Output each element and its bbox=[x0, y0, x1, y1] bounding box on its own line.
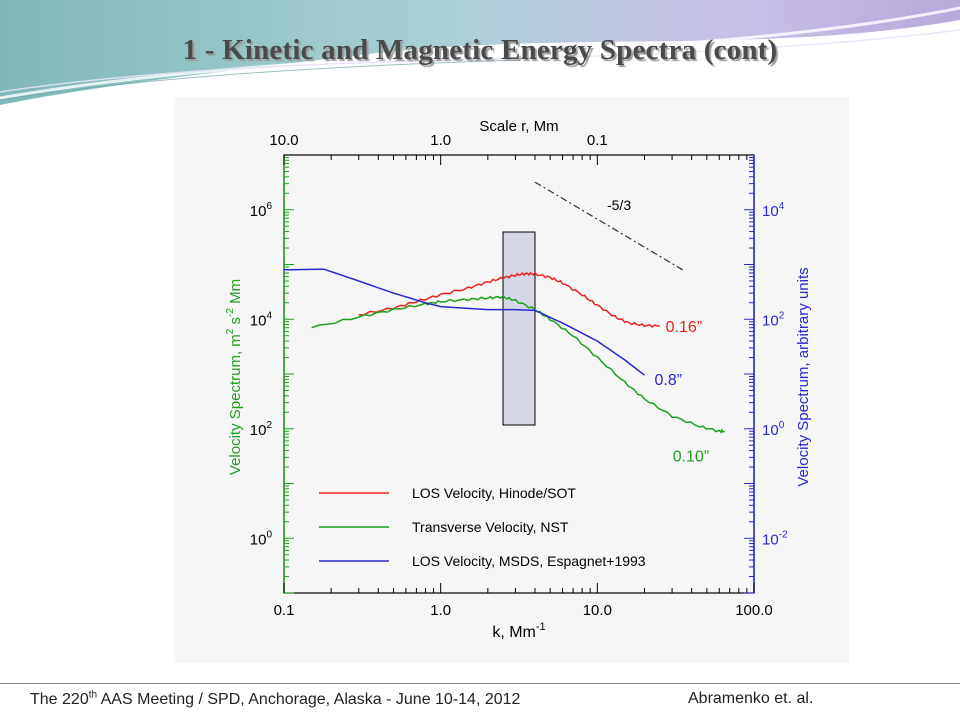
y-right-tick-label: 102 bbox=[762, 310, 785, 329]
footer-meeting-sup: th bbox=[88, 690, 98, 701]
end-label-hinode: 0.16” bbox=[666, 319, 702, 336]
y-left-title-part-2: s bbox=[227, 317, 244, 329]
x-axis-title-main: k, Mm bbox=[492, 624, 536, 641]
legend-label-nst: Transverse Velocity, NST bbox=[412, 519, 569, 535]
legend-label-msds: LOS Velocity, MSDS, Espagnet+1993 bbox=[412, 553, 646, 569]
y-left-tick-label: 104 bbox=[250, 310, 273, 329]
y-right-tick-label: 100 bbox=[762, 420, 785, 439]
end-label-nst: 0.10” bbox=[673, 448, 709, 465]
series-msds-line bbox=[283, 268, 645, 376]
top-axis-title: Scale r, Mm bbox=[479, 118, 558, 135]
x-tick-label: 100.0 bbox=[735, 602, 773, 619]
footer-divider bbox=[0, 683, 960, 684]
footer-meeting-pre: The 220 bbox=[30, 691, 89, 709]
slide-title: 1 - Kinetic and Magnetic Energy Spectra … bbox=[182, 34, 778, 66]
velocity-spectrum-chart: 0.1 1.0 10.0 100.0 10.0 1.0 0.1 100 102 104 106 10-… bbox=[225, 118, 812, 641]
top-tick-label: 1.0 bbox=[430, 132, 451, 149]
y-left-axis-title: Velocity Spectrum, m2 s-2 Mm bbox=[225, 279, 244, 475]
y-left-title-part-3: -2 bbox=[225, 308, 236, 317]
highlight-band bbox=[502, 231, 536, 426]
y-left-title-part-4: Mm bbox=[227, 279, 244, 308]
y-right-tick-label: 104 bbox=[762, 201, 785, 220]
reference-slope-line bbox=[534, 181, 683, 271]
x-tick-label: 10.0 bbox=[583, 602, 612, 619]
highlight-band-layer bbox=[502, 231, 536, 426]
top-tick-label: 0.1 bbox=[587, 132, 608, 149]
legend: LOS Velocity, Hinode/SOT Transverse Velo… bbox=[319, 485, 646, 569]
footer-authors: Abramenko et. al. bbox=[688, 690, 814, 707]
series-hinode-line bbox=[358, 271, 660, 328]
top-tick-label: 10.0 bbox=[269, 132, 298, 149]
footer-meeting: The 220th AAS Meeting / SPD, Anchorage, … bbox=[30, 690, 521, 709]
slide-header-background bbox=[0, 0, 960, 105]
footer-meeting-post: AAS Meeting / SPD, Anchorage, Alaska - J… bbox=[97, 691, 521, 709]
slide-footer: The 220th AAS Meeting / SPD, Anchorage, … bbox=[30, 690, 950, 709]
x-axis-title: k, Mm-1 bbox=[492, 621, 545, 641]
x-tick-label: 1.0 bbox=[430, 602, 451, 619]
y-left-title-part-0: Velocity Spectrum, m bbox=[227, 334, 244, 475]
legend-label-hinode: LOS Velocity, Hinode/SOT bbox=[412, 485, 576, 501]
y-left-tick-label: 100 bbox=[250, 529, 273, 548]
labels-layer: 0.1 1.0 10.0 100.0 10.0 1.0 0.1 100 102 104 106 10-… bbox=[250, 132, 788, 619]
y-left-tick-label: 102 bbox=[250, 420, 273, 439]
y-right-tick-label: 10-2 bbox=[762, 529, 788, 548]
y-left-tick-label: 106 bbox=[250, 201, 273, 220]
x-axis-title-sup: -1 bbox=[536, 621, 546, 633]
end-label-msds: 0.8” bbox=[654, 372, 682, 389]
x-tick-label: 0.1 bbox=[274, 602, 295, 619]
ticks-layer bbox=[283, 155, 755, 594]
reference-slope-label: -5/3 bbox=[607, 197, 631, 213]
series-layer bbox=[283, 181, 726, 434]
y-left-title-part-1: 2 bbox=[225, 328, 236, 334]
y-right-axis-title: Velocity Spectrum, arbitrary units bbox=[795, 267, 812, 486]
